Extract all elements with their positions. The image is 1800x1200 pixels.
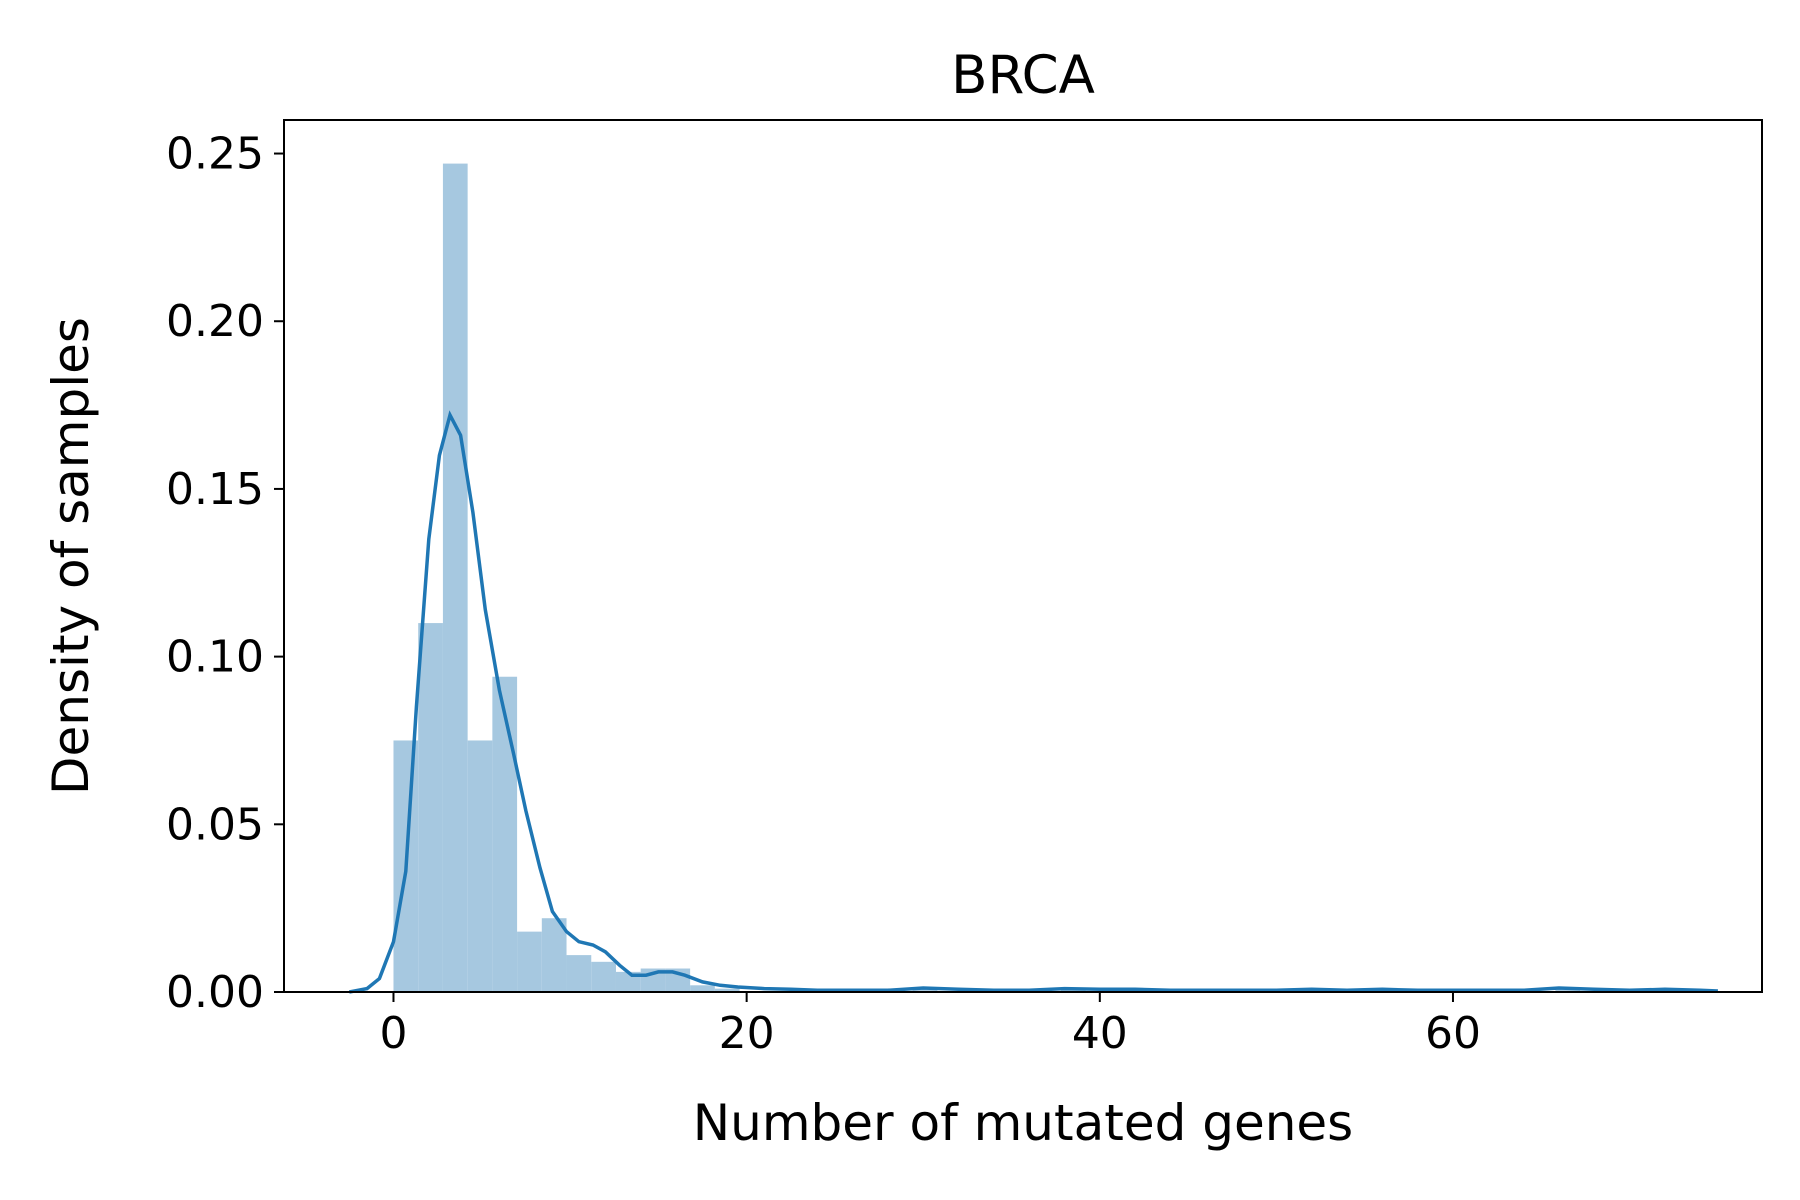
histogram-bar xyxy=(1555,988,1581,992)
histogram-bar xyxy=(714,988,740,992)
histogram-bar xyxy=(517,931,542,992)
histogram-bar xyxy=(492,676,518,992)
y-tick-label: 0.05 xyxy=(166,799,264,850)
histogram-bar xyxy=(690,985,715,992)
y-tick-label: 0.00 xyxy=(166,967,264,1018)
y-tick-label: 0.25 xyxy=(166,129,264,180)
y-axis-label: Density of samples xyxy=(42,317,100,795)
y-tick-label: 0.15 xyxy=(166,464,264,515)
histogram-bar xyxy=(418,623,443,992)
chart-title: BRCA xyxy=(951,45,1095,106)
x-tick-label: 0 xyxy=(379,1008,407,1059)
histogram-bar xyxy=(467,740,493,992)
y-tick-label: 0.20 xyxy=(166,296,264,347)
y-axis-ticks: 0.00 0.05 0.10 0.15 0.20 0.25 xyxy=(166,129,284,1018)
kde-curve xyxy=(348,410,1718,994)
histogram-bars xyxy=(393,163,1680,993)
histogram-bar xyxy=(591,961,616,992)
x-tick-label: 20 xyxy=(719,1008,775,1059)
x-axis-ticks: 0 20 40 60 xyxy=(379,992,1481,1059)
x-tick-label: 40 xyxy=(1072,1008,1128,1059)
x-tick-label: 60 xyxy=(1425,1008,1481,1059)
y-tick-label: 0.10 xyxy=(166,632,264,683)
histogram-bar xyxy=(566,955,592,992)
histogram-bar xyxy=(442,163,468,993)
histogram-bar xyxy=(541,918,567,992)
plot-frame xyxy=(283,119,1763,993)
histogram-bar xyxy=(912,988,938,992)
x-axis-label: Number of mutated genes xyxy=(693,1094,1353,1152)
